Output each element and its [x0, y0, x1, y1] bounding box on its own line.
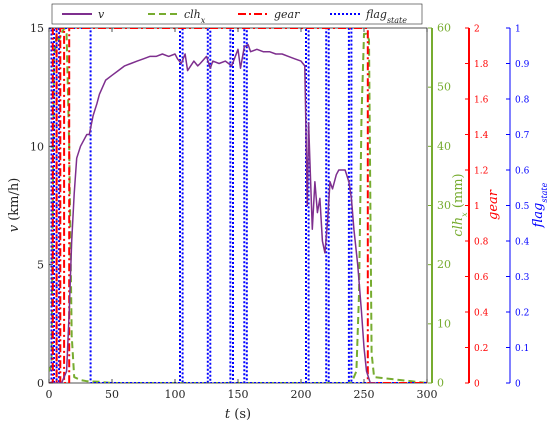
y-tick-label-clh: 0	[437, 377, 444, 390]
y-tick-label-flag: 0.5	[515, 202, 530, 212]
y-axis-label-v: v (km/h)	[7, 178, 22, 233]
x-tick-label: 150	[228, 388, 249, 401]
y-tick-label-gear: 1	[474, 202, 480, 212]
y-tick-label-gear: 1.4	[474, 131, 489, 141]
y-tick-label-clh: 10	[437, 317, 451, 330]
plot-area	[48, 27, 428, 384]
y-tick-label-v: 15	[30, 22, 44, 35]
y-tick-label-clh: 50	[437, 81, 451, 94]
y-axis-label-gear: gear	[486, 189, 501, 220]
y-tick-label-gear: 1.2	[474, 167, 488, 177]
y-tick-label-flag: 0.9	[515, 60, 530, 70]
series-layer	[49, 28, 427, 383]
x-tick-label: 50	[105, 388, 119, 401]
legend-label-clh-x: clhx	[184, 8, 206, 25]
x-tick-label: 100	[165, 388, 186, 401]
y-tick-label-flag: 0.8	[515, 96, 530, 106]
y-tick-label-gear: 0.2	[474, 344, 488, 354]
y-tick-label-v: 5	[37, 259, 44, 272]
labels-layer: 0 50 100 150 200 250 300051015010203040506000.…	[7, 22, 549, 423]
x-tick-label: 250	[354, 388, 375, 401]
y-tick-label-flag: 0	[515, 380, 521, 390]
legend-label-v: v	[98, 8, 105, 21]
y-tick-label-flag: 0.3	[515, 273, 530, 283]
legend-label-flag-state: flagstate	[365, 8, 407, 25]
y-tick-label-flag: 0.6	[515, 167, 530, 177]
y-axis-label-flag: flagstate	[531, 182, 549, 228]
y-tick-label-clh: 30	[437, 199, 451, 212]
x-tick-label: 200	[291, 388, 312, 401]
y-axis-label-clh: clhx (mm)	[451, 173, 469, 236]
y-tick-label-gear: 1.8	[474, 60, 489, 70]
y-tick-label-flag: 0.2	[515, 309, 529, 319]
y-tick-label-gear: 0.6	[474, 273, 489, 283]
y-tick-label-gear: 0	[474, 380, 480, 390]
y-tick-label-clh: 40	[437, 140, 451, 153]
y-tick-label-gear: 1.6	[474, 96, 489, 106]
legend-label-gear: gear	[274, 8, 300, 21]
y-tick-label-flag: 0.1	[515, 344, 529, 354]
y-tick-label-clh: 20	[437, 258, 451, 271]
legend-box	[51, 3, 423, 25]
y-tick-label-clh: 60	[437, 22, 451, 35]
y-tick-label-flag: 1	[515, 25, 521, 35]
y-tick-label-gear: 0.4	[474, 309, 489, 319]
legend: v clhx gear flagstate	[51, 3, 423, 25]
axes-layer	[48, 27, 511, 384]
y-tick-label-flag: 0.4	[515, 238, 530, 248]
series-line-v	[49, 43, 377, 383]
x-tick-label: 300	[417, 388, 438, 401]
x-tick-label: 0	[46, 388, 53, 401]
y-tick-label-gear: 2	[474, 25, 480, 35]
x-axis-label: t (s)	[225, 407, 251, 422]
y-tick-label-gear: 0.8	[474, 238, 489, 248]
y-tick-label-v: 0	[37, 377, 44, 390]
series-line-flag-state	[49, 28, 427, 383]
y-tick-label-v: 10	[30, 140, 44, 153]
y-tick-label-flag: 0.7	[515, 131, 530, 141]
